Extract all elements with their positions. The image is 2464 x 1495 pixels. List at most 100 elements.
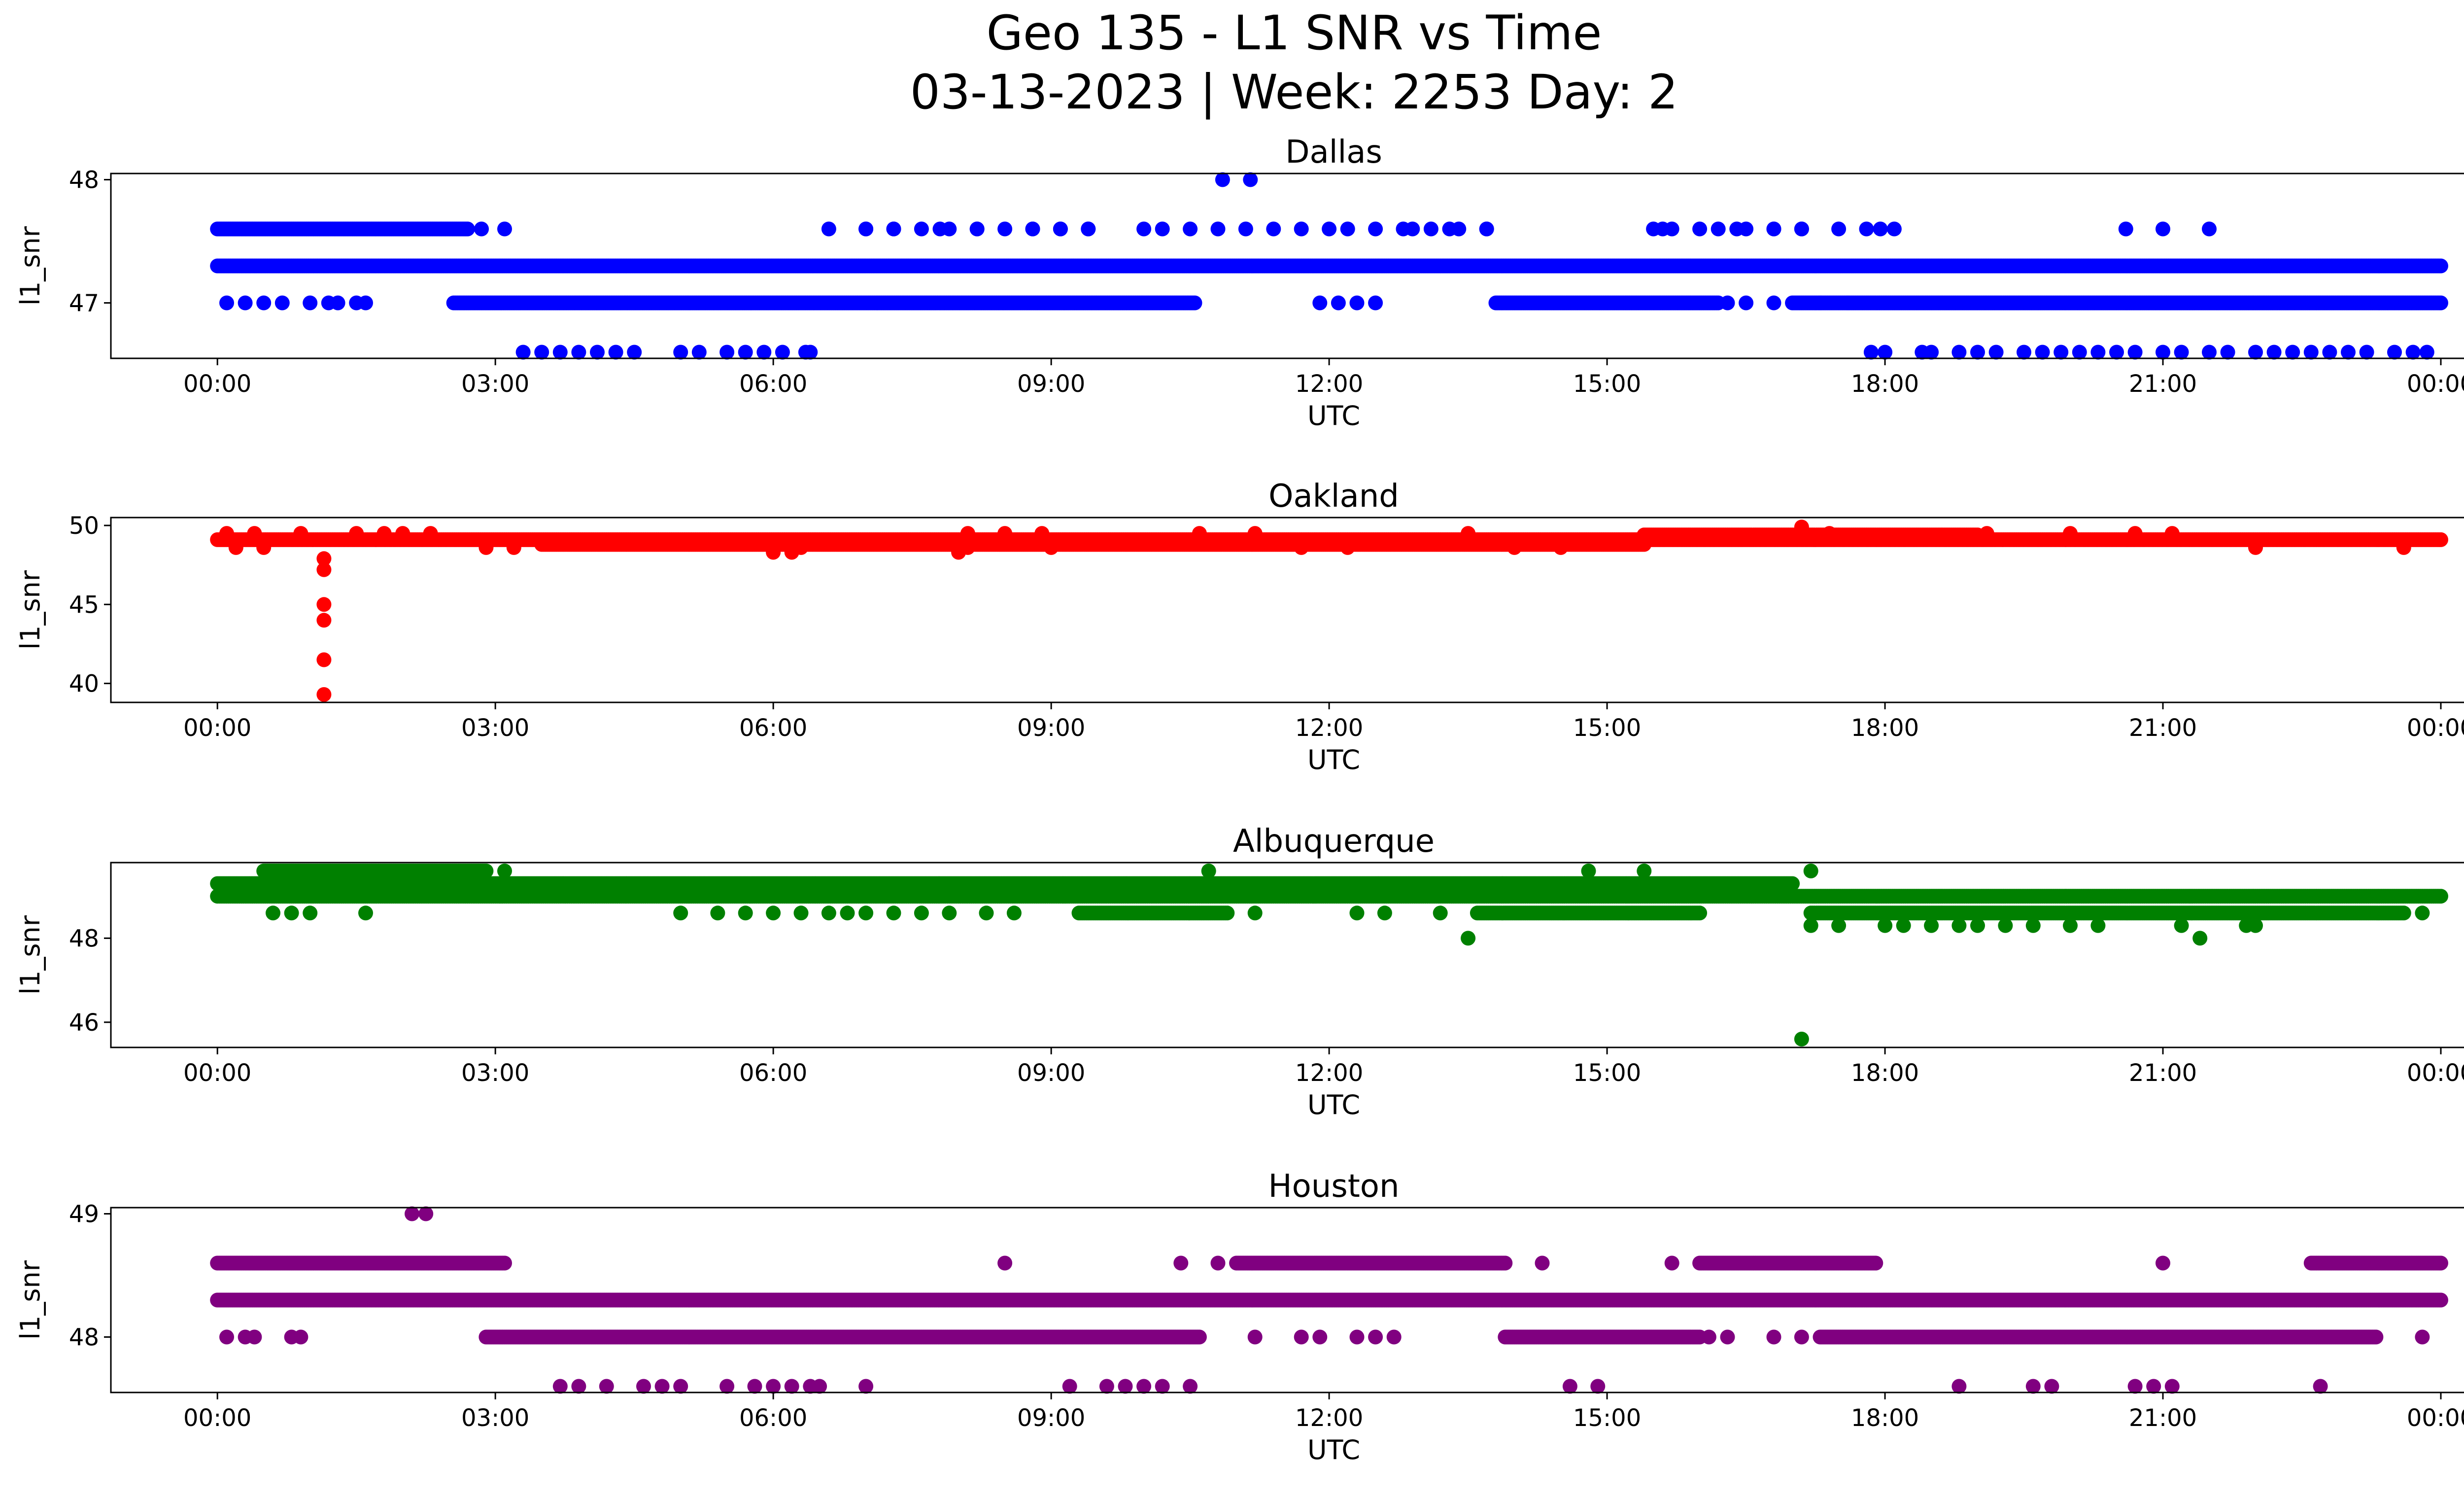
data-point — [1794, 221, 1809, 237]
data-point — [1840, 295, 1855, 311]
data-point — [1053, 221, 1068, 237]
data-point — [515, 345, 531, 360]
data-point — [673, 345, 688, 360]
data-point — [2127, 526, 2143, 541]
data-point — [1322, 221, 1337, 237]
x-tick-label: 12:00 — [1295, 370, 1363, 398]
data-point — [1794, 520, 1809, 535]
figure-title-line2: 03-13-2023 | Week: 2253 Day: 2 — [910, 65, 1678, 120]
data-point — [1507, 540, 1522, 555]
data-point — [766, 545, 781, 560]
x-tick-label: 15:00 — [1573, 370, 1641, 398]
data-point — [1423, 221, 1438, 237]
data-point — [1822, 526, 1837, 541]
x-tick-label: 00:00 — [183, 370, 251, 398]
data-point — [2433, 258, 2448, 274]
data-point — [376, 526, 392, 541]
data-point — [2303, 345, 2319, 360]
data-point — [219, 295, 234, 311]
data-point — [1711, 221, 1726, 237]
data-point — [316, 613, 332, 628]
data-point — [1368, 221, 1383, 237]
data-point — [1368, 295, 1383, 311]
data-point — [1878, 345, 1893, 360]
x-tick-label: 00:00 — [2407, 370, 2464, 398]
data-point — [474, 221, 489, 237]
data-point — [2118, 221, 2133, 237]
data-point — [423, 526, 438, 541]
data-point — [1813, 295, 1828, 311]
figure-title-line1: Geo 135 - L1 SNR vs Time — [987, 5, 1602, 61]
data-point — [2202, 345, 2217, 360]
data-point — [2248, 345, 2263, 360]
data-point — [942, 221, 957, 237]
data-point — [1187, 295, 1202, 311]
y-tick-label: 50 — [69, 512, 99, 540]
data-point — [1924, 345, 1939, 360]
data-point — [2174, 345, 2189, 360]
data-point — [395, 526, 411, 541]
x-tick-label: 18:00 — [1851, 714, 1919, 742]
data-point — [256, 295, 272, 311]
data-point — [303, 295, 318, 311]
y-tick-label: 40 — [69, 670, 99, 698]
y-tick-label: 47 — [69, 290, 99, 317]
x-tick-label: 12:00 — [1295, 714, 1363, 742]
data-point — [2359, 345, 2374, 360]
data-point — [316, 652, 332, 667]
data-point — [2156, 345, 2170, 360]
x-axis-label: UTC — [1307, 744, 1360, 775]
data-point — [738, 345, 753, 360]
x-tick-label: 09:00 — [1017, 370, 1085, 398]
data-point — [858, 221, 874, 237]
data-point — [1294, 221, 1309, 237]
data-point — [1340, 221, 1355, 237]
data-point — [1859, 221, 1874, 237]
y-tick-label: 48 — [69, 167, 99, 194]
data-point — [2072, 345, 2087, 360]
data-point — [2220, 345, 2235, 360]
data-point — [1451, 221, 1467, 237]
data-point — [2248, 540, 2263, 555]
data-point — [1692, 221, 1708, 237]
subplot-title: Oakland — [1268, 478, 1399, 515]
data-point — [1155, 221, 1170, 237]
data-point — [2109, 345, 2124, 360]
data-point — [2433, 532, 2448, 547]
data-point — [1349, 295, 1365, 311]
data-point — [219, 526, 234, 541]
data-point — [1192, 526, 1207, 541]
data-point — [1034, 526, 1050, 541]
data-point — [2396, 540, 2411, 555]
data-point — [247, 526, 262, 541]
data-point — [951, 545, 966, 560]
x-tick-label: 00:00 — [183, 714, 251, 742]
data-point — [316, 597, 332, 612]
data-point — [349, 526, 364, 541]
data-point — [1312, 295, 1328, 311]
data-point — [358, 295, 373, 311]
data-point — [460, 221, 475, 237]
data-point — [1766, 221, 1781, 237]
data-point — [1405, 221, 1420, 237]
data-point — [1461, 526, 1476, 541]
data-point — [2063, 526, 2078, 541]
data-point — [2017, 345, 2031, 360]
data-point — [316, 687, 332, 702]
data-point — [1979, 526, 1994, 541]
data-point — [821, 221, 836, 237]
data-point — [798, 345, 813, 360]
data-point — [1886, 221, 1902, 237]
data-point — [1720, 295, 1735, 311]
data-point — [914, 221, 929, 237]
x-tick-label: 18:00 — [1851, 370, 1919, 398]
data-point — [316, 562, 332, 577]
data-point — [2341, 345, 2356, 360]
data-point — [886, 221, 901, 237]
y-tick-label: 45 — [69, 591, 99, 619]
data-point — [784, 545, 799, 560]
data-point — [497, 221, 512, 237]
data-point — [1988, 345, 2004, 360]
